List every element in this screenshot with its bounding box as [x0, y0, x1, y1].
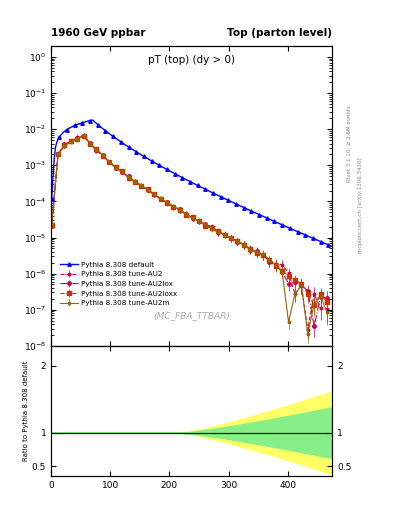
Pythia 8.308 default: [301, 231, 306, 238]
Text: mcplots.cern.ch [arXiv:1306.3436]: mcplots.cern.ch [arXiv:1306.3436]: [358, 157, 363, 252]
Text: Rivet 3.1.10; ≥ 2.6M events: Rivet 3.1.10; ≥ 2.6M events: [347, 105, 352, 182]
Legend: Pythia 8.308 default, Pythia 8.308 tune-AU2, Pythia 8.308 tune-AU2lox, Pythia 8.: Pythia 8.308 default, Pythia 8.308 tune-…: [60, 262, 177, 306]
Pythia 8.308 default: [132, 148, 137, 154]
Text: Top (parton level): Top (parton level): [227, 28, 332, 38]
Pythia 8.308 default: [296, 229, 301, 235]
Text: 1960 GeV ppbar: 1960 GeV ppbar: [51, 28, 145, 38]
Pythia 8.308 default: [90, 117, 95, 123]
Y-axis label: Ratio to Pythia 8.308 default: Ratio to Pythia 8.308 default: [23, 361, 29, 461]
Text: pT (top) (dy > 0): pT (top) (dy > 0): [148, 55, 235, 65]
Pythia 8.308 default: [330, 243, 334, 249]
Line: Pythia 8.308 default: Pythia 8.308 default: [50, 118, 334, 248]
Pythia 8.308 default: [287, 225, 292, 231]
Pythia 8.308 default: [50, 196, 54, 202]
Pythia 8.308 default: [127, 145, 132, 151]
Pythia 8.308 default: [200, 185, 205, 191]
Text: (MC_FBA_TTBAR): (MC_FBA_TTBAR): [153, 311, 230, 321]
